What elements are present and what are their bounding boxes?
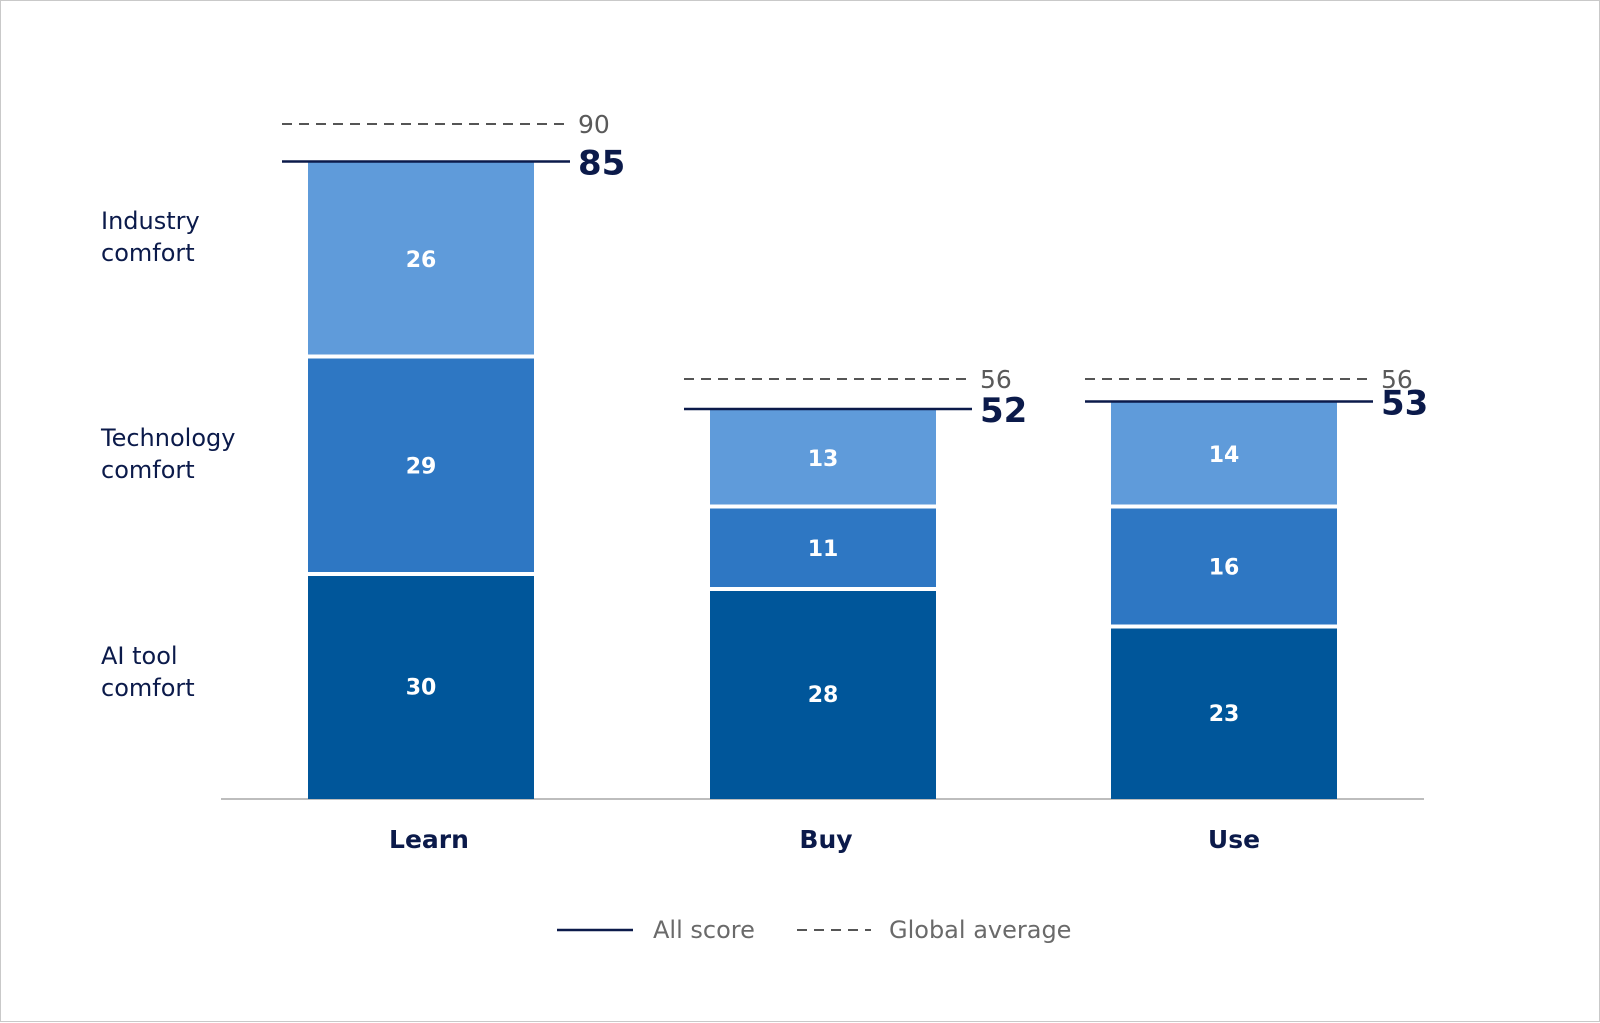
row-label-2-line-1: Technology — [100, 424, 235, 452]
data-label-use-2: 16 — [1209, 556, 1240, 581]
data-label-learn-2: 29 — [406, 454, 437, 479]
global-average-label-buy: 56 — [980, 365, 1012, 394]
global-average-label-learn: 90 — [578, 110, 610, 139]
row-label-1-line-1: AI tool — [101, 642, 178, 670]
data-label-buy-3: 13 — [808, 447, 839, 472]
category-label-learn: Learn — [389, 825, 469, 854]
category-label-buy: Buy — [799, 825, 852, 854]
data-label-learn-1: 30 — [406, 676, 437, 701]
bar-segment-use-2 — [1111, 508, 1337, 625]
bar-segment-learn-1 — [308, 576, 534, 799]
data-label-buy-2: 11 — [808, 537, 839, 562]
bar-segment-use-1 — [1111, 628, 1337, 799]
all-score-label-use: 53 — [1381, 384, 1428, 424]
row-label-1-line-2: comfort — [101, 674, 195, 702]
all-score-label-learn: 85 — [578, 144, 625, 184]
bar-segment-buy-3 — [710, 409, 936, 505]
legend-global-average-label: Global average — [889, 916, 1071, 944]
data-label-use-3: 14 — [1209, 443, 1240, 468]
data-label-learn-3: 26 — [406, 248, 437, 273]
bar-segment-learn-3 — [308, 161, 534, 355]
data-label-buy-1: 28 — [808, 683, 839, 708]
legend-all-score-label: All score — [653, 916, 755, 944]
row-label-3-line-1: Industry — [101, 207, 200, 235]
row-label-3-line-2: comfort — [101, 239, 195, 267]
global-average-label-use: 56 — [1381, 365, 1413, 394]
all-score-label-buy: 52 — [980, 391, 1027, 431]
bar-segment-learn-2 — [308, 358, 534, 572]
bar-segment-buy-1 — [710, 591, 936, 799]
category-label-use: Use — [1208, 825, 1260, 854]
data-label-use-1: 23 — [1209, 702, 1240, 727]
row-label-2-line-2: comfort — [101, 456, 195, 484]
bar-segment-buy-2 — [710, 508, 936, 587]
bar-segment-use-3 — [1111, 401, 1337, 505]
